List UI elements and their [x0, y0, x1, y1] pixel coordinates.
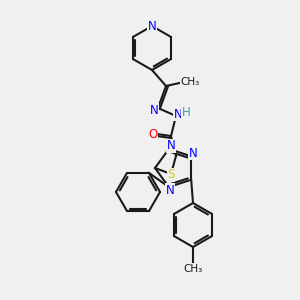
Text: CH₃: CH₃: [183, 264, 202, 274]
Text: H: H: [182, 106, 190, 118]
Text: N: N: [165, 184, 174, 196]
Text: O: O: [148, 128, 158, 140]
Text: N: N: [189, 147, 198, 160]
Text: S: S: [167, 169, 175, 182]
Text: N: N: [167, 140, 175, 152]
Text: N: N: [150, 103, 158, 116]
Text: CH₃: CH₃: [180, 77, 200, 87]
Text: N: N: [174, 107, 182, 121]
Text: N: N: [148, 20, 156, 32]
